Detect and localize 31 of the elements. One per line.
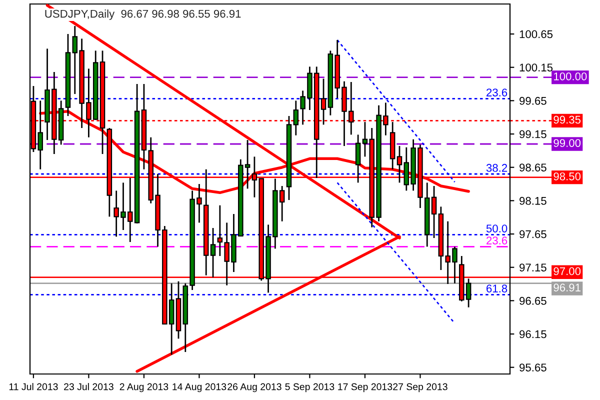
ref-line-label: 98.50 (554, 172, 581, 180)
annotation: 61.8 (486, 284, 508, 292)
y-tick-label: 97.65 (520, 230, 546, 238)
y-tick-label: 100.65 (520, 30, 553, 38)
annotation: 50.0 (486, 224, 508, 232)
y-tick-label: 96.65 (520, 296, 546, 305)
y-tick-label: 99.65 (520, 96, 546, 105)
annotation: 38.2 (486, 164, 508, 172)
x-tick-label: 23 Jul 2013 (64, 383, 114, 390)
ref-line-label: 99.00 (554, 139, 581, 147)
annotation: 23.6 (486, 88, 508, 96)
y-tick-label: 97.15 (520, 264, 546, 272)
y-tick-label: 96.15 (520, 330, 546, 338)
y-tick-label: 99.15 (520, 130, 546, 138)
ref-line-label: 97.00 (554, 267, 581, 276)
ref-line-label: 100.00 (554, 72, 587, 80)
annotation: 23.6 (486, 236, 508, 244)
y-tick-label: 100.15 (520, 64, 553, 72)
x-tick-label: 14 Aug 2013 (172, 383, 226, 392)
y-tick-label: 98.65 (520, 164, 546, 172)
x-tick-label: 11 Jul 2013 (9, 383, 58, 390)
chart-title: USDJPY,Daily 96.67 96.98 96.55 96.91 (45, 10, 241, 20)
x-tick-label: 2 Aug 2013 (120, 383, 168, 392)
y-tick-label: 98.15 (520, 196, 546, 205)
x-tick-label: 17 Sep 2013 (338, 383, 392, 392)
x-tick-label: 26 Aug 2013 (228, 383, 282, 392)
ref-line-label: 99.35 (554, 116, 581, 124)
ref-line-label: 96.91 (554, 284, 580, 292)
x-tick-label: 27 Sep 2013 (393, 383, 448, 392)
x-tick-label: 5 Sep 2013 (285, 383, 334, 392)
y-tick-label: 95.65 (520, 364, 546, 372)
